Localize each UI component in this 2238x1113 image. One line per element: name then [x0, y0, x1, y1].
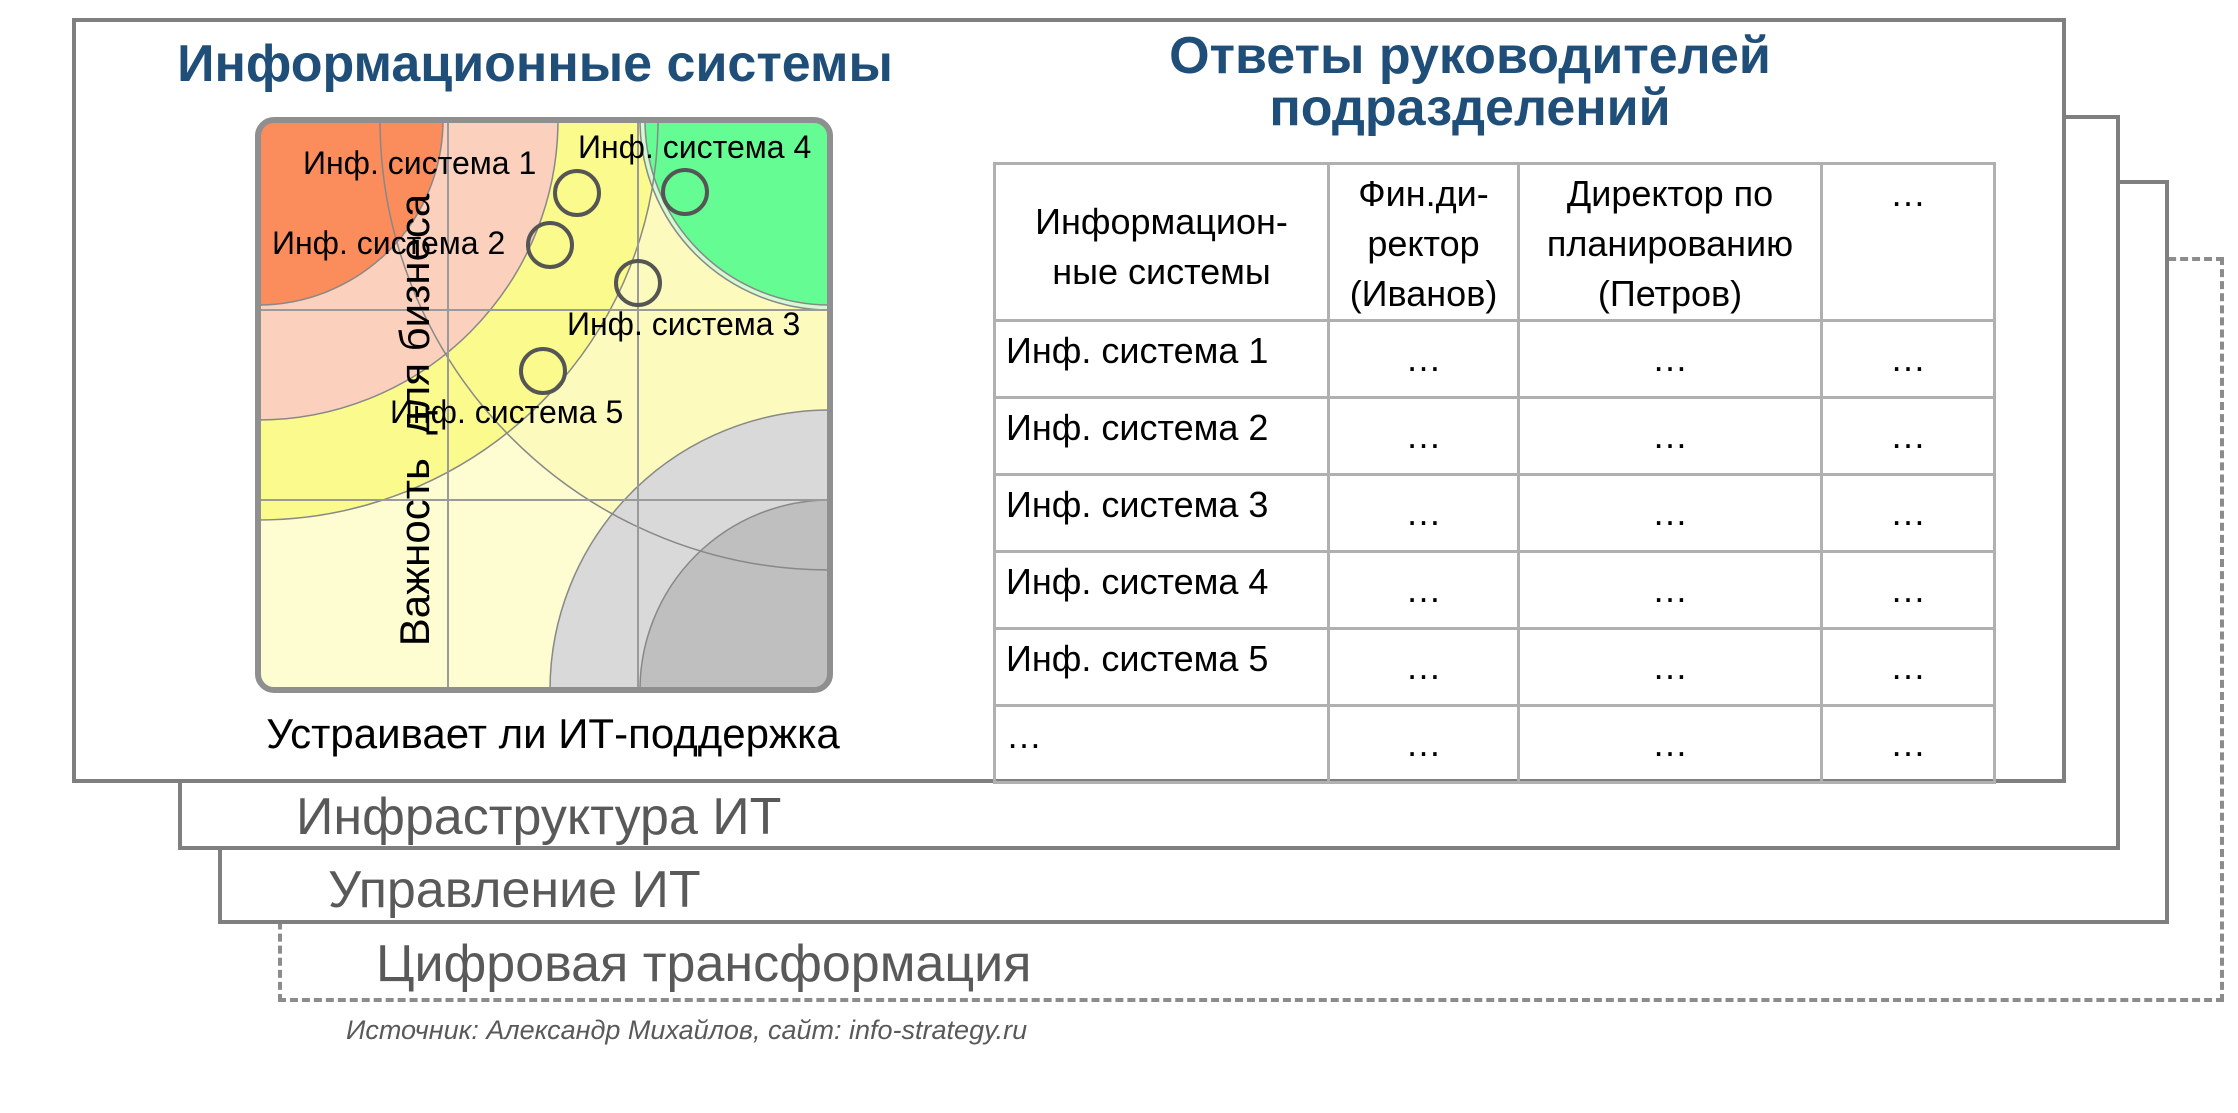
row-system-name: Инф. система 5 — [993, 627, 1330, 707]
table-cell: … — [1820, 319, 1996, 399]
table-cell: … — [1327, 396, 1520, 476]
system-3-label: Инф. система 3 — [567, 306, 801, 342]
answers-title-line2: подразделений — [1269, 79, 1671, 137]
zone-green — [645, 120, 830, 305]
answers-title-line1: Ответы руководителей — [1169, 27, 1771, 85]
header-fin-director: Фин.ди- ректор (Иванов) — [1327, 162, 1520, 322]
table-row: Инф. система 3 … … … — [993, 473, 1996, 553]
zone-pale-yellow — [380, 120, 830, 570]
zone-gray — [640, 500, 830, 690]
system-5-marker — [519, 347, 567, 395]
header-planning-director: Директор по планированию (Петров) — [1517, 162, 1823, 322]
table-cell: … — [1820, 396, 1996, 476]
zone-orange — [258, 120, 443, 305]
matrix-title: Информационные системы — [177, 35, 893, 93]
table-cell: … — [1327, 627, 1520, 707]
table-cell: … — [1327, 319, 1520, 399]
table-row: Инф. система 1 … … … — [993, 319, 1996, 399]
row-system-name: Инф. система 3 — [993, 473, 1330, 553]
table-cell: … — [1517, 704, 1823, 784]
system-2-marker — [526, 221, 574, 269]
table-row: … … … … — [993, 704, 1996, 784]
table-cell: … — [1517, 473, 1823, 553]
table-cell: … — [1327, 704, 1520, 784]
system-4-label: Инф. система 4 — [578, 129, 812, 165]
table-cell: … — [1820, 627, 1996, 707]
row-system-name: … — [993, 704, 1330, 784]
table-cell: … — [1327, 550, 1520, 630]
table-row: Инф. система 4 … … … — [993, 550, 1996, 630]
answers-table: Информацион- ные системы Фин.ди- ректор … — [993, 162, 1996, 784]
table-cell: … — [1820, 550, 1996, 630]
system-4-marker — [661, 168, 709, 216]
table-cell: … — [1517, 627, 1823, 707]
table-row: Инф. система 5 … … … — [993, 627, 1996, 707]
x-axis-label: Устраивает ли ИТ-поддержка — [266, 710, 840, 757]
table-cell: … — [1327, 473, 1520, 553]
header-more: … — [1820, 162, 1996, 322]
system-3-marker — [614, 259, 662, 307]
system-1-label: Инф. система 1 — [303, 145, 537, 181]
system-1-marker — [553, 169, 601, 217]
layer-management-label: Управление ИТ — [328, 861, 701, 919]
table-cell: … — [1517, 396, 1823, 476]
matrix-frame — [255, 117, 833, 693]
table-cell: … — [1820, 704, 1996, 784]
layer-digital-label: Цифровая трансформация — [376, 935, 1032, 993]
table-cell: … — [1517, 319, 1823, 399]
zone-light-gray — [550, 410, 830, 690]
table-header-row: Информацион- ные системы Фин.ди- ректор … — [993, 162, 1996, 322]
zone-light-salmon — [258, 120, 558, 420]
header-information-systems: Информацион- ные системы — [993, 162, 1330, 322]
row-system-name: Инф. система 4 — [993, 550, 1330, 630]
table-cell: … — [1517, 550, 1823, 630]
table-row: Инф. система 2 … … … — [993, 396, 1996, 476]
y-axis-label: Важность для бизнеса — [391, 193, 438, 647]
row-system-name: Инф. система 2 — [993, 396, 1330, 476]
system-5-label: Инф. система 5 — [390, 394, 624, 430]
source-credit: Источник: Александр Михайлов, сайт: info… — [346, 1015, 1028, 1045]
table-cell: … — [1820, 473, 1996, 553]
system-2-label: Инф. система 2 — [272, 225, 506, 261]
layer-infrastructure-label: Инфраструктура ИТ — [296, 788, 782, 846]
row-system-name: Инф. система 1 — [993, 319, 1330, 399]
